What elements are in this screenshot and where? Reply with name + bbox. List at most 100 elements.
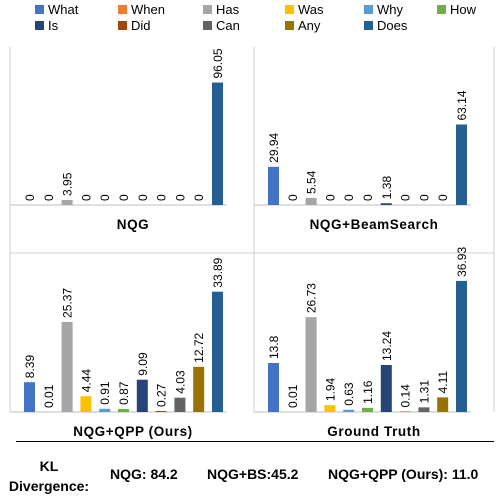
data-label: 0 [361, 194, 375, 201]
data-label: 0.91 [98, 381, 112, 405]
legend-entry-can: Can [203, 18, 240, 33]
legend-swatch [285, 21, 294, 30]
data-label: 4.03 [173, 370, 187, 394]
legend-entry-any: Any [285, 18, 321, 33]
kl-nqg-qpp: NQG+QPP (Ours): 11.0 [328, 466, 479, 482]
data-label: 1.38 [380, 176, 394, 200]
bar-has [61, 199, 73, 205]
bar-did [399, 411, 411, 412]
bar-what [268, 363, 279, 412]
kl-divergence-label: KL Divergence: [8, 458, 90, 494]
data-label: 0 [155, 194, 169, 201]
data-label: 13.8 [267, 335, 281, 359]
data-label: 36.93 [455, 247, 469, 277]
bar-was [324, 405, 336, 412]
data-label: 13.24 [380, 331, 394, 361]
legend-label: Did [131, 18, 151, 33]
bar-does [456, 280, 467, 412]
legend-entry-when: When [118, 2, 165, 17]
data-label: 0 [417, 194, 431, 201]
data-label: 3.95 [61, 172, 75, 196]
data-label: 0.01 [286, 384, 300, 408]
bar-does [456, 124, 467, 205]
data-label: 0 [79, 194, 93, 201]
legend-label: Was [298, 2, 324, 17]
legend-swatch [437, 5, 446, 14]
bar-is [380, 203, 392, 205]
legend-label: When [131, 2, 165, 17]
panel-title: NQG+QPP (Ours) [73, 424, 193, 439]
bar-any [193, 366, 205, 412]
data-label: 1.31 [417, 380, 431, 404]
kl-nqg-bs: NQG+BS:45.2 [207, 466, 299, 482]
bar-is [380, 365, 392, 412]
legend-label: Is [48, 18, 59, 33]
data-label: 0 [436, 194, 450, 201]
bar-how [118, 408, 129, 412]
data-label: 26.73 [305, 283, 319, 313]
legend-swatch [364, 5, 373, 14]
data-label: 29.94 [267, 132, 281, 162]
data-label: 4.44 [79, 369, 93, 393]
data-label: 9.09 [136, 352, 150, 376]
data-label: 63.14 [455, 90, 469, 120]
legend-swatch [118, 5, 127, 14]
bar-can [418, 407, 430, 412]
data-label: 0 [399, 194, 413, 201]
legend-label: Why [377, 2, 404, 17]
data-label: 4.11 [436, 371, 450, 394]
legend-label: Can [216, 18, 240, 33]
data-label: 0.01 [42, 384, 56, 408]
legend-swatch [118, 21, 127, 30]
bar-why [343, 409, 355, 412]
data-label: 0 [173, 194, 187, 201]
bar-has [305, 197, 317, 205]
bar-can [174, 397, 186, 412]
legend-label: What [48, 2, 79, 17]
legend-entry-what: What [35, 2, 79, 17]
data-label: 0 [117, 194, 131, 201]
legend-entry-was: Was [285, 2, 324, 17]
data-label: 0 [286, 194, 300, 201]
legend-entry-did: Did [118, 18, 151, 33]
legend-entry-is: Is [35, 18, 59, 33]
bar-was [80, 396, 92, 412]
panel-title: Ground Truth [327, 424, 420, 439]
legend-entry-why: Why [364, 2, 404, 17]
legend-swatch [35, 5, 44, 14]
data-label: 0.27 [155, 383, 169, 407]
data-label: 0 [192, 194, 206, 201]
panel-title: NQG [117, 217, 150, 232]
legend-swatch [35, 21, 44, 30]
data-label: 0 [342, 194, 356, 201]
data-label: 1.94 [323, 377, 337, 401]
data-label: 33.89 [211, 257, 225, 287]
bar-why [99, 408, 111, 412]
legend-label: Any [298, 18, 321, 33]
data-label: 5.54 [305, 170, 319, 194]
data-label: 0.14 [399, 384, 413, 408]
data-label: 0 [323, 194, 337, 201]
data-label: 8.39 [23, 355, 37, 379]
bar-does [212, 82, 223, 205]
legend-entry-has: Has [203, 2, 240, 17]
data-label: 0 [23, 194, 37, 201]
bar-what [268, 166, 279, 205]
bar-how [362, 407, 373, 412]
divider-line [16, 441, 494, 442]
bar-did [155, 411, 167, 412]
data-label: 0.87 [117, 381, 131, 405]
bar-any [437, 397, 449, 412]
kl-nqg: NQG: 84.2 [110, 466, 178, 482]
data-label: 96.05 [211, 48, 225, 78]
bar-what [24, 382, 35, 412]
legend-swatch [285, 5, 294, 14]
kl-divergence-row: KL Divergence: NQG: 84.2 NQG+BS:45.2 NQG… [0, 452, 498, 499]
legend-label: Does [377, 18, 408, 33]
data-label: 1.16 [361, 380, 375, 404]
legend-swatch [203, 5, 212, 14]
bar-does [212, 291, 223, 412]
legend-swatch [203, 21, 212, 30]
bar-has [305, 317, 317, 412]
